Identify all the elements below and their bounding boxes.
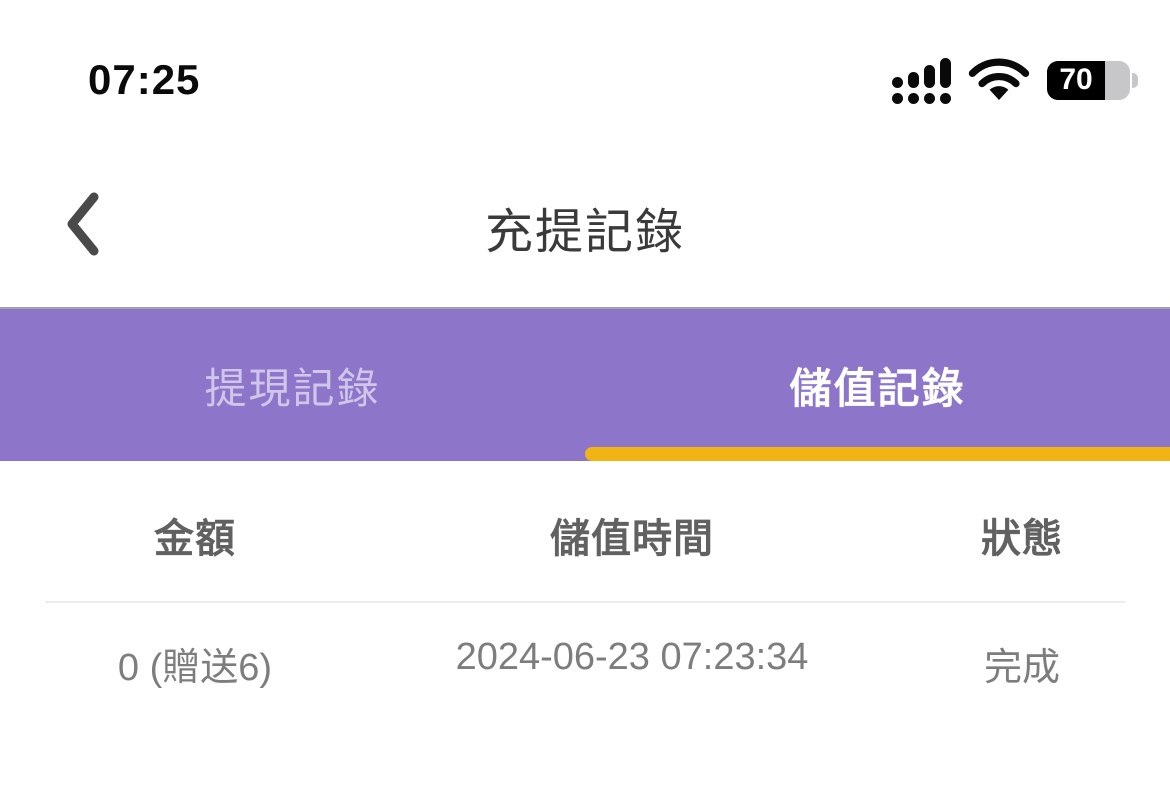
battery-body: 70	[1047, 60, 1130, 100]
tab-deposit-records[interactable]: 儲值記錄	[585, 309, 1170, 461]
tab-withdrawal-records[interactable]: 提現記錄	[0, 309, 585, 461]
column-header-deposit-time: 儲值時間	[550, 517, 714, 561]
tab-withdrawal-label: 提現記錄	[204, 364, 381, 412]
active-tab-indicator	[585, 447, 1170, 461]
cell-deposit-time: 2024-06-23 07:23:34	[455, 636, 809, 678]
chevron-left-icon	[67, 192, 99, 256]
status-icons: 70	[892, 56, 1138, 104]
status-time: 07:25	[88, 56, 201, 103]
nav-header: 充提記錄	[0, 170, 1170, 280]
tab-bar: 提現記錄 儲值記錄	[0, 307, 1170, 461]
column-header-status: 狀態	[981, 517, 1063, 561]
battery-cap	[1132, 72, 1138, 88]
table-row: 0 (贈送6) 2024-06-23 07:23:34 完成	[45, 636, 1125, 691]
column-header-amount: 金額	[154, 517, 236, 561]
tab-deposit-label: 儲值記錄	[789, 364, 966, 412]
wifi-icon	[968, 58, 1030, 100]
back-button[interactable]	[60, 188, 112, 260]
battery-fill: 70	[1047, 60, 1106, 100]
battery-icon: 70	[1047, 60, 1138, 100]
cell-amount: 0 (贈送6)	[117, 647, 273, 689]
table-header-row: 金額 儲值時間 狀態	[45, 506, 1125, 564]
battery-percent-text: 70	[1059, 63, 1093, 96]
status-bar: 07:25 70	[0, 0, 1170, 120]
page-title: 充提記錄	[484, 206, 685, 259]
cell-status: 完成	[983, 647, 1060, 689]
divider	[45, 601, 1125, 603]
cellular-signal-icon	[892, 56, 951, 104]
